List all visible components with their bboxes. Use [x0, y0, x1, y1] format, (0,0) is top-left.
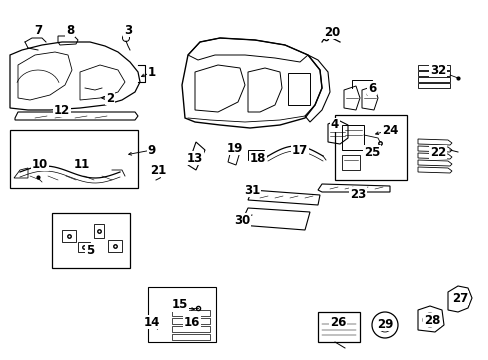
Circle shape	[382, 323, 386, 327]
Bar	[62, 230, 76, 242]
Text: 26: 26	[329, 315, 346, 328]
Bar	[417, 83, 449, 88]
Text: 21: 21	[149, 163, 166, 176]
Bar	[148, 287, 216, 342]
Text: 11: 11	[74, 158, 90, 171]
Bar	[334, 115, 406, 180]
Bar	[417, 65, 449, 70]
Bar	[417, 77, 449, 82]
Text: 24: 24	[381, 123, 397, 136]
Text: 4: 4	[330, 118, 339, 131]
Text: 30: 30	[233, 213, 250, 226]
Bar	[108, 240, 122, 252]
Text: 19: 19	[226, 141, 243, 154]
Text: 32: 32	[429, 63, 445, 77]
Text: 29: 29	[376, 318, 392, 330]
Text: 5: 5	[86, 243, 94, 256]
Text: 23: 23	[349, 188, 366, 201]
Text: 9: 9	[147, 144, 156, 157]
Bar	[172, 334, 209, 340]
Bar	[172, 326, 209, 332]
Text: 16: 16	[183, 315, 200, 328]
Bar	[10, 130, 138, 188]
Text: 7: 7	[34, 23, 42, 36]
Text: 25: 25	[363, 145, 379, 158]
Bar	[172, 318, 209, 324]
Bar	[317, 312, 359, 342]
Text: 22: 22	[429, 145, 445, 158]
Bar	[417, 71, 449, 76]
Bar	[94, 224, 104, 238]
Text: 8: 8	[66, 23, 74, 36]
Text: 1: 1	[148, 66, 156, 78]
Text: 12: 12	[54, 104, 70, 117]
Bar	[287, 73, 309, 105]
Text: 27: 27	[451, 292, 467, 305]
Bar	[341, 155, 359, 170]
Text: 10: 10	[32, 158, 48, 171]
Text: 14: 14	[143, 315, 160, 328]
Text: 3: 3	[123, 23, 132, 36]
Bar	[341, 125, 363, 150]
Bar	[78, 242, 90, 252]
Text: 6: 6	[367, 81, 375, 94]
Text: 18: 18	[249, 152, 265, 165]
Bar	[52, 213, 130, 268]
Text: 2: 2	[106, 91, 114, 104]
Text: 13: 13	[186, 152, 203, 165]
Bar	[172, 310, 209, 316]
Bar	[247, 150, 264, 160]
Text: 28: 28	[423, 314, 439, 327]
Text: 15: 15	[171, 298, 188, 311]
Text: 31: 31	[244, 184, 260, 197]
Text: 20: 20	[323, 26, 340, 39]
Text: 17: 17	[291, 144, 307, 157]
